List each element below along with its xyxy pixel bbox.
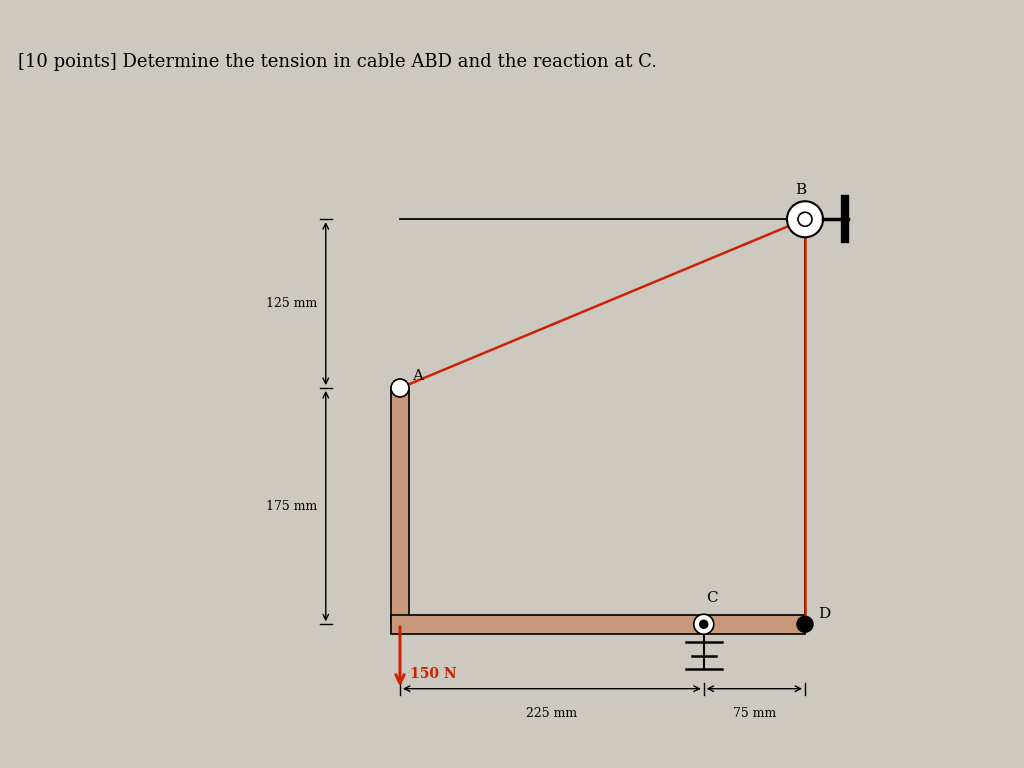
Circle shape	[693, 614, 714, 634]
Circle shape	[699, 621, 708, 628]
Circle shape	[787, 201, 823, 237]
Bar	[390, 388, 410, 624]
Circle shape	[798, 212, 812, 227]
Text: 125 mm: 125 mm	[266, 297, 317, 310]
Bar	[390, 615, 805, 634]
Text: D: D	[818, 607, 830, 621]
Circle shape	[797, 616, 813, 632]
Text: [10 points] Determine the tension in cable ABD and the reaction at C.: [10 points] Determine the tension in cab…	[18, 53, 657, 71]
Text: C: C	[706, 591, 718, 605]
Text: 225 mm: 225 mm	[526, 707, 578, 720]
Text: B: B	[795, 184, 806, 197]
Circle shape	[391, 379, 409, 397]
Text: A: A	[412, 369, 423, 383]
Text: 150 N: 150 N	[410, 667, 457, 681]
Text: 75 mm: 75 mm	[733, 707, 776, 720]
Text: 175 mm: 175 mm	[266, 500, 317, 512]
